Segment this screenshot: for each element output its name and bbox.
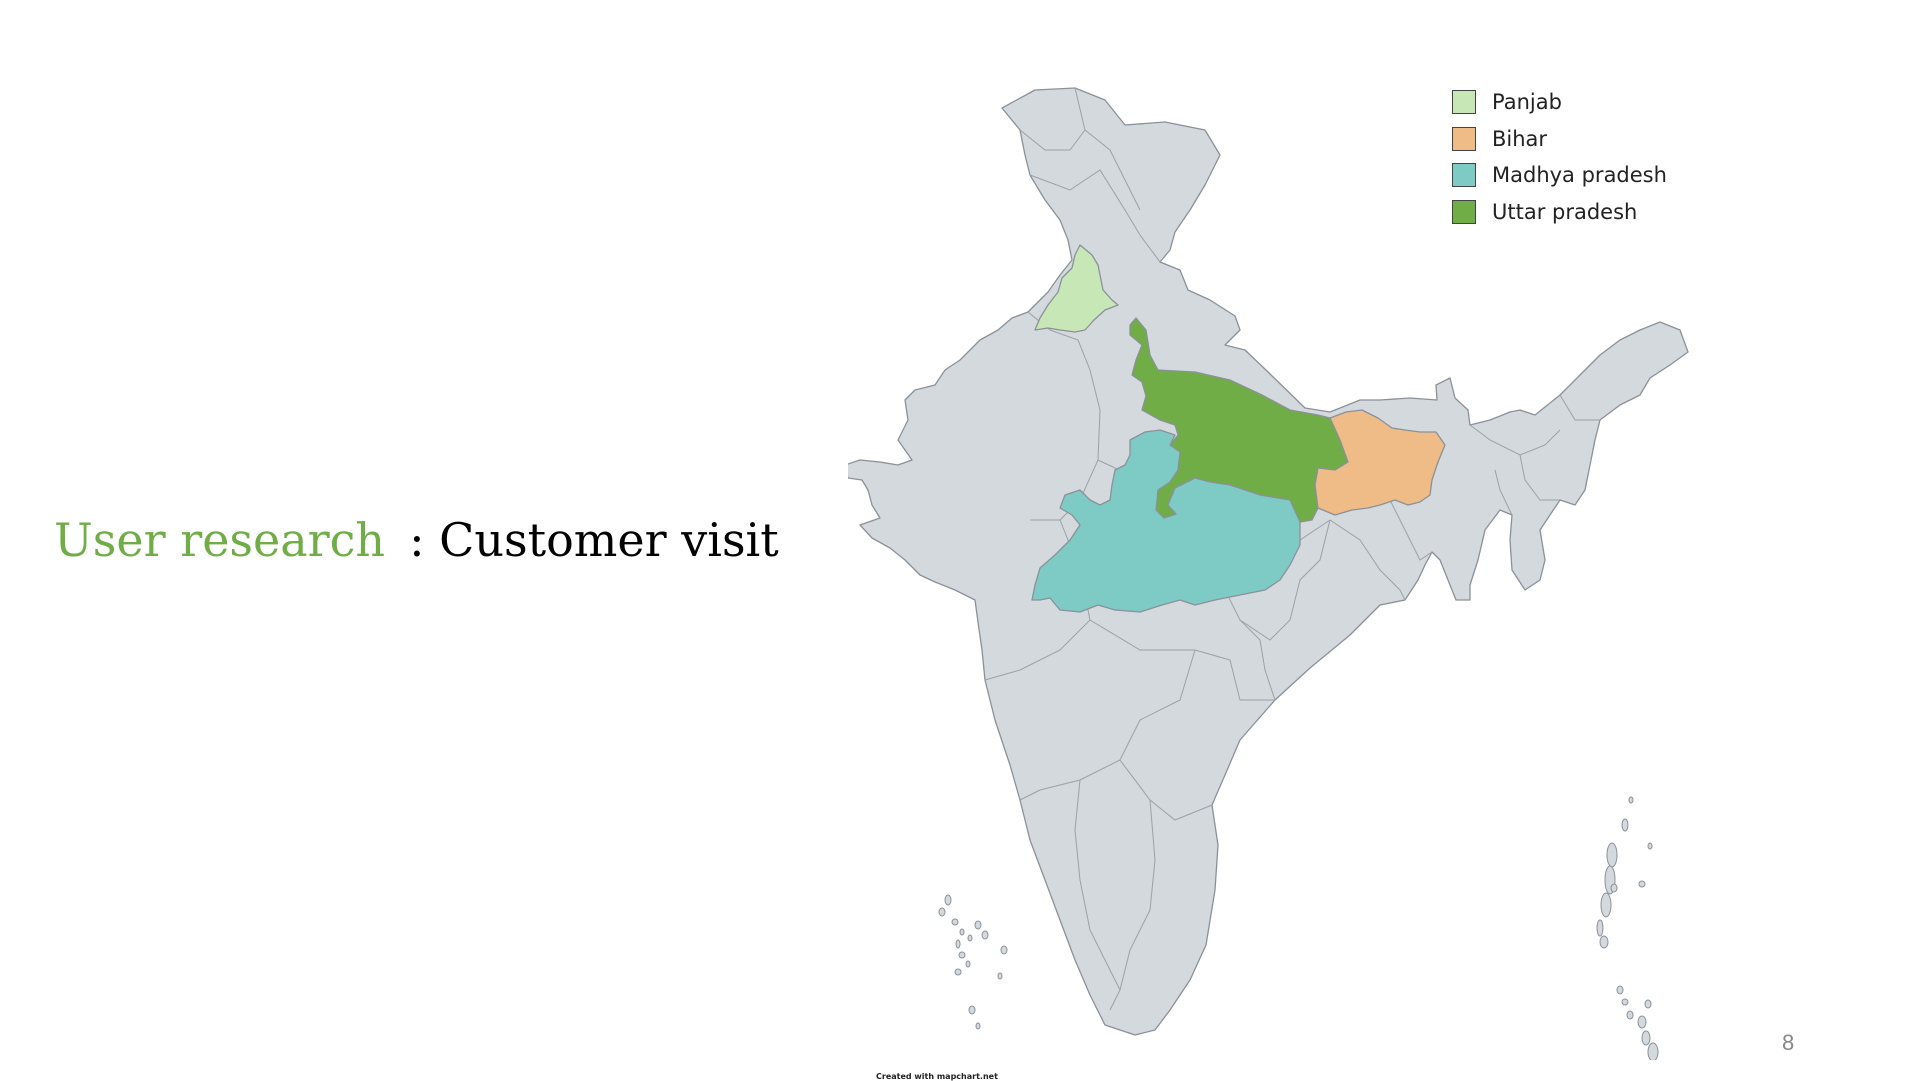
legend-item-madhya-pradesh: Madhya pradesh [1452,157,1667,194]
slide-title: User research : Customer visit [54,505,779,575]
region-panjab [1034,244,1119,333]
legend-swatch-madhya-pradesh [1452,163,1476,188]
legend-swatch-panjab [1452,90,1476,115]
legend-swatch-bihar [1452,126,1476,151]
lakshadweep-islands [938,894,1008,1030]
title-accent: User research [54,513,386,567]
region-madhya-pradesh [1031,429,1301,613]
legend-item-panjab: Panjab [1452,84,1667,121]
page-number: 8 [1782,1030,1795,1055]
region-bihar [1314,409,1446,516]
legend-label-madhya-pradesh: Madhya pradesh [1492,163,1667,188]
legend-item-uttar-pradesh: Uttar pradesh [1452,194,1667,231]
legend-label-panjab: Panjab [1492,90,1562,115]
india-map-svg [848,87,1689,1060]
legend-item-bihar: Bihar [1452,121,1667,158]
legend-swatch-uttar-pradesh [1452,199,1476,224]
andaman-nicobar-islands [1596,796,1659,1060]
map-legend: Panjab Bihar Madhya pradesh Uttar prades… [1452,84,1667,230]
title-rest: : Customer visit [409,513,779,567]
india-map [848,80,1698,1060]
map-credit: Created with mapchart.net [876,1072,998,1081]
legend-label-bihar: Bihar [1492,126,1548,151]
legend-label-uttar-pradesh: Uttar pradesh [1492,199,1638,224]
